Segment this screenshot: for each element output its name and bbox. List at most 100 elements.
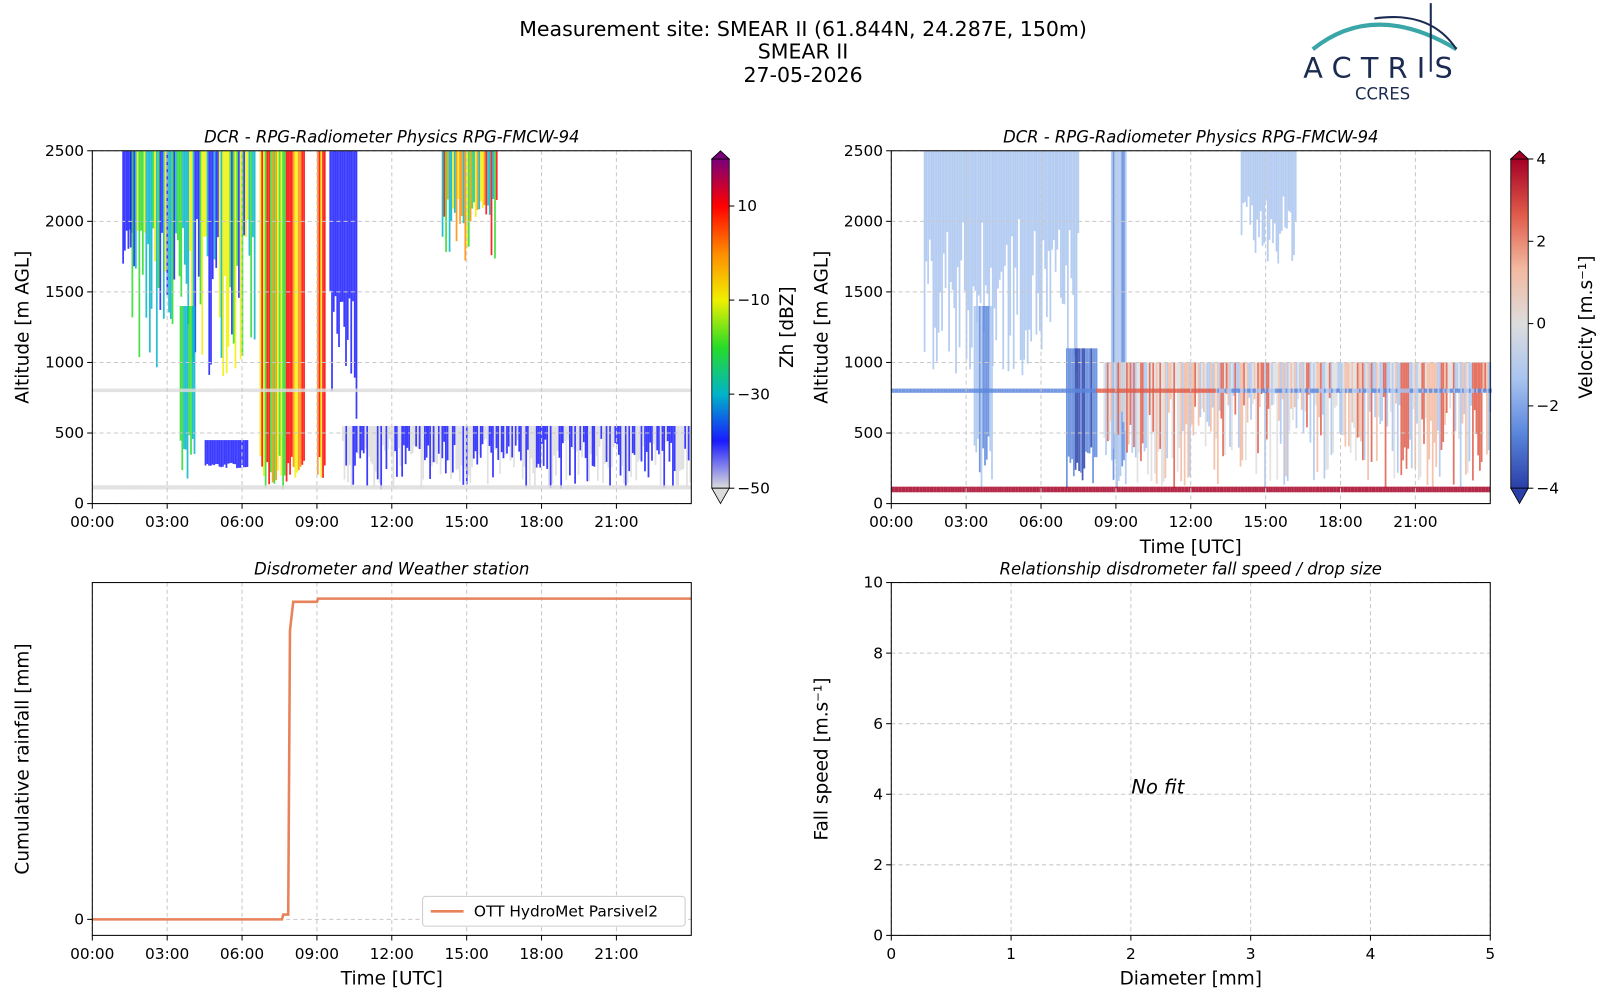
radar-streak <box>604 388 606 393</box>
radar-streak <box>1314 362 1317 406</box>
radar-streak <box>282 150 284 490</box>
radar-streak <box>1239 362 1242 467</box>
radar-streak <box>618 388 620 393</box>
radar-streak <box>208 150 211 375</box>
radar-streak <box>1287 150 1290 211</box>
radar-streak <box>1085 348 1087 452</box>
radar-streak <box>652 425 655 445</box>
radar-streak <box>291 485 294 490</box>
radar-streak <box>1456 362 1459 391</box>
radar-streak <box>1438 486 1440 493</box>
radar-streak <box>209 485 212 490</box>
site-name: SMEAR II <box>758 39 849 63</box>
radar-streak <box>1375 486 1377 493</box>
radar-streak <box>1132 486 1135 493</box>
radar-streak <box>654 388 657 393</box>
radar-streak <box>947 486 949 493</box>
radar-streak <box>148 150 151 353</box>
radar-streak <box>499 425 501 474</box>
radar-streak <box>1024 388 1026 393</box>
radar-streak <box>667 485 669 490</box>
radar-streak <box>116 485 119 490</box>
radar-streak <box>286 388 288 393</box>
radar-streak <box>1240 486 1243 493</box>
radar-streak <box>997 388 1000 393</box>
x-tick-label: 12:00 <box>370 513 414 531</box>
radar-streak <box>1342 486 1344 493</box>
radar-streak <box>167 485 170 490</box>
radar-streak <box>155 485 157 490</box>
radar-streak <box>316 150 319 475</box>
radar-streak <box>513 388 516 393</box>
radar-streak <box>1191 486 1194 493</box>
radar-streak <box>1123 388 1126 393</box>
colorbar <box>711 158 730 489</box>
radar-streak <box>656 485 659 490</box>
radar-streak <box>332 150 335 312</box>
radar-streak <box>1227 388 1230 393</box>
radar-streak <box>1124 362 1127 432</box>
radar-streak <box>1157 388 1159 393</box>
radar-streak <box>672 425 674 487</box>
radar-streak <box>246 150 249 220</box>
radar-streak <box>369 425 372 462</box>
radar-streak <box>572 485 575 490</box>
radar-streak <box>1387 486 1390 493</box>
radar-streak <box>317 388 320 393</box>
radar-streak <box>1266 150 1269 262</box>
radar-streak <box>546 388 549 393</box>
radar-streak <box>948 388 951 393</box>
radar-streak <box>329 388 332 393</box>
radar-streak <box>1137 388 1140 393</box>
radar-streak <box>1230 486 1232 493</box>
radar-streak <box>1202 388 1205 393</box>
radar-streak <box>230 440 233 463</box>
radar-streak <box>283 150 286 476</box>
radar-streak <box>1058 150 1060 230</box>
radar-streak <box>1078 348 1080 472</box>
radar-streak <box>1457 486 1460 493</box>
radar-streak <box>237 440 240 468</box>
radar-streak <box>962 486 965 493</box>
radar-streak <box>1000 150 1003 272</box>
radar-streak <box>1434 388 1436 393</box>
radar-streak <box>689 485 692 490</box>
radar-streak <box>380 485 383 490</box>
radar-streak <box>1057 388 1059 393</box>
radar-streak <box>658 485 661 490</box>
radar-streak <box>169 388 171 393</box>
radar-streak <box>445 150 447 252</box>
radar-streak <box>178 150 181 277</box>
y-axis-label: Cumulative rainfall [mm] <box>13 643 34 874</box>
radar-streak <box>642 425 645 447</box>
radar-streak <box>134 388 136 393</box>
radar-streak <box>1179 388 1182 393</box>
radar-streak <box>1398 362 1401 406</box>
x-tick-label: 09:00 <box>295 945 339 963</box>
radar-streak <box>453 485 456 490</box>
radar-streak <box>111 485 114 490</box>
radar-streak <box>1358 388 1361 393</box>
y-tick-label: 1000 <box>844 354 883 372</box>
radar-streak <box>415 425 418 447</box>
radar-streak <box>314 388 316 393</box>
x-tick-label: 06:00 <box>1019 513 1063 531</box>
radar-streak <box>341 150 344 302</box>
radar-streak <box>198 388 201 393</box>
radar-streak <box>1323 362 1326 479</box>
radar-streak <box>1065 150 1067 266</box>
radar-streak <box>588 388 591 393</box>
radar-streak <box>1272 150 1274 244</box>
radar-streak <box>234 440 237 465</box>
x-tick-label: 21:00 <box>594 945 638 963</box>
x-tick-label: 00:00 <box>70 513 114 531</box>
radar-streak <box>1401 486 1404 493</box>
radar-streak <box>441 150 444 237</box>
radar-streak <box>951 150 954 290</box>
radar-streak <box>184 485 187 490</box>
radar-streak <box>973 388 976 393</box>
radar-streak <box>412 485 414 490</box>
radar-streak <box>471 425 473 468</box>
radar-streak <box>1314 486 1316 493</box>
radar-streak <box>1363 362 1366 460</box>
